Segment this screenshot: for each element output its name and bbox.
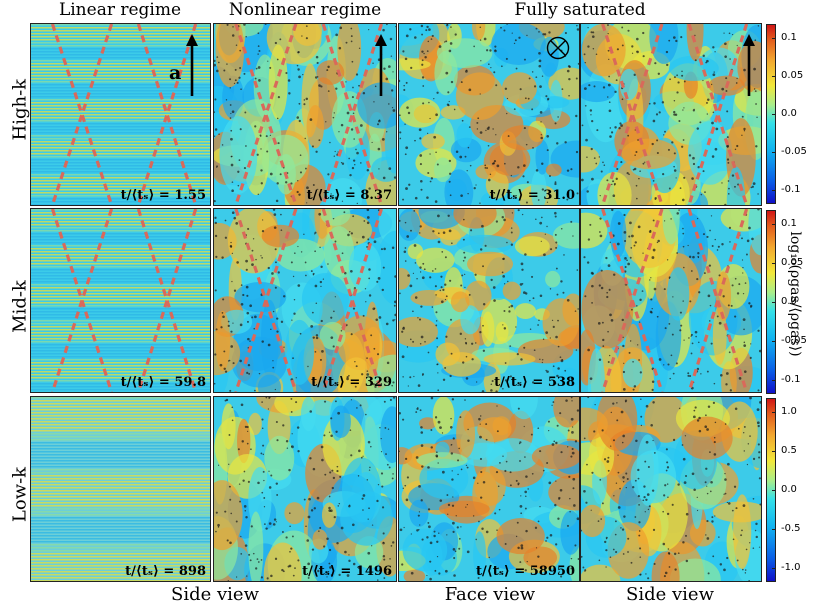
colorbar-tick-mark [772, 490, 776, 491]
time-label: t/⟨tₛ⟩ = 59.8 [120, 375, 206, 390]
colorbar-tick-mark [772, 451, 776, 452]
colorbar-tick-mark [772, 114, 776, 115]
footer-side-view-right: Side view [626, 584, 714, 605]
panel-mid-2: t/⟨tₛ⟩ = 538 [398, 208, 580, 393]
footer-side-view-left: Side view [171, 584, 259, 605]
row-label-mid-k: Mid-k [9, 280, 31, 333]
time-label: t/⟨tₛ⟩ = 898 [125, 564, 206, 579]
colorbar-tick-label: -0.05 [781, 335, 807, 346]
column-header-nonlinear: Nonlinear regime [228, 0, 382, 20]
time-label: t/⟨tₛ⟩ = 538 [494, 375, 575, 390]
colorbar-tick-mark [772, 412, 776, 413]
panel-low-2: t/⟨tₛ⟩ = 58950 [398, 396, 580, 582]
footer-face-view: Face view [444, 584, 536, 605]
colorbar-tick-label: 0.05 [781, 257, 804, 268]
time-label: t/⟨tₛ⟩ = 31.0 [489, 188, 575, 203]
panel-mid-3 [580, 208, 762, 393]
colorbar-tick-label: -0.05 [781, 146, 807, 157]
colorbar-tick-mark [772, 76, 776, 77]
colorbar-tick-label: -1.0 [781, 562, 801, 573]
panel-low-1: t/⟨tₛ⟩ = 1496 [213, 396, 397, 582]
colorbar-label: log₁₀(ρgas/⟨ρgas⟩) [787, 231, 803, 357]
colorbar-tick-label: 0.0 [781, 484, 797, 495]
colorbar-tick-label: 0.1 [781, 32, 797, 43]
panel-low-3 [580, 396, 762, 582]
panel-mid-0: t/⟨tₛ⟩ = 59.8 [30, 208, 211, 393]
panel-high-3 [580, 23, 762, 206]
colorbar-tick-mark [772, 263, 776, 264]
arrow-up-icon [743, 34, 755, 102]
column-header-linear: Linear regime [58, 0, 182, 20]
panel-high-1: t/⟨tₛ⟩ = 8.37 [213, 23, 397, 206]
colorbar-tick-label: 0.0 [781, 296, 797, 307]
colorbar-tick-mark [772, 380, 776, 381]
arrow-label: a [169, 62, 182, 84]
panel-low-0: t/⟨tₛ⟩ = 898 [30, 396, 211, 582]
time-label: t/⟨tₛ⟩ = 329 [311, 375, 392, 390]
arrow-up-icon [186, 34, 198, 102]
colorbar-tick-mark [772, 152, 776, 153]
colorbar-tick-mark [772, 568, 776, 569]
colorbar-tick-mark [772, 529, 776, 530]
colorbar-tick-label: -0.5 [781, 523, 801, 534]
row-label-low-k: Low-k [9, 466, 31, 523]
colorbar-tick-label: 1.0 [781, 406, 797, 417]
arrow-up-icon [375, 34, 387, 102]
time-label: t/⟨tₛ⟩ = 58950 [476, 564, 575, 579]
colorbar-tick-label: -0.1 [781, 374, 801, 385]
colorbar-tick-mark [772, 190, 776, 191]
colorbar-tick-mark [772, 341, 776, 342]
colorbar-tick-label: 0.1 [781, 218, 797, 229]
circled-x-icon [546, 36, 570, 64]
time-label: t/⟨tₛ⟩ = 1496 [302, 564, 392, 579]
colorbar-tick-mark [772, 224, 776, 225]
colorbar-tick-mark [772, 302, 776, 303]
panel-high-0: t/⟨tₛ⟩ = 1.55 [30, 23, 211, 206]
colorbar-tick-label: -0.1 [781, 184, 801, 195]
colorbar-tick-label: 0.05 [781, 70, 804, 81]
row-label-high-k: High-k [9, 78, 31, 141]
colorbar-tick-mark [772, 38, 776, 39]
time-label: t/⟨tₛ⟩ = 8.37 [306, 188, 392, 203]
time-label: t/⟨tₛ⟩ = 1.55 [120, 188, 206, 203]
colorbar-tick-label: 0.0 [781, 108, 797, 119]
panel-mid-1: t/⟨tₛ⟩ = 329 [213, 208, 397, 393]
column-header-saturated: Fully saturated [514, 0, 646, 20]
colorbar-tick-label: 0.5 [781, 445, 797, 456]
